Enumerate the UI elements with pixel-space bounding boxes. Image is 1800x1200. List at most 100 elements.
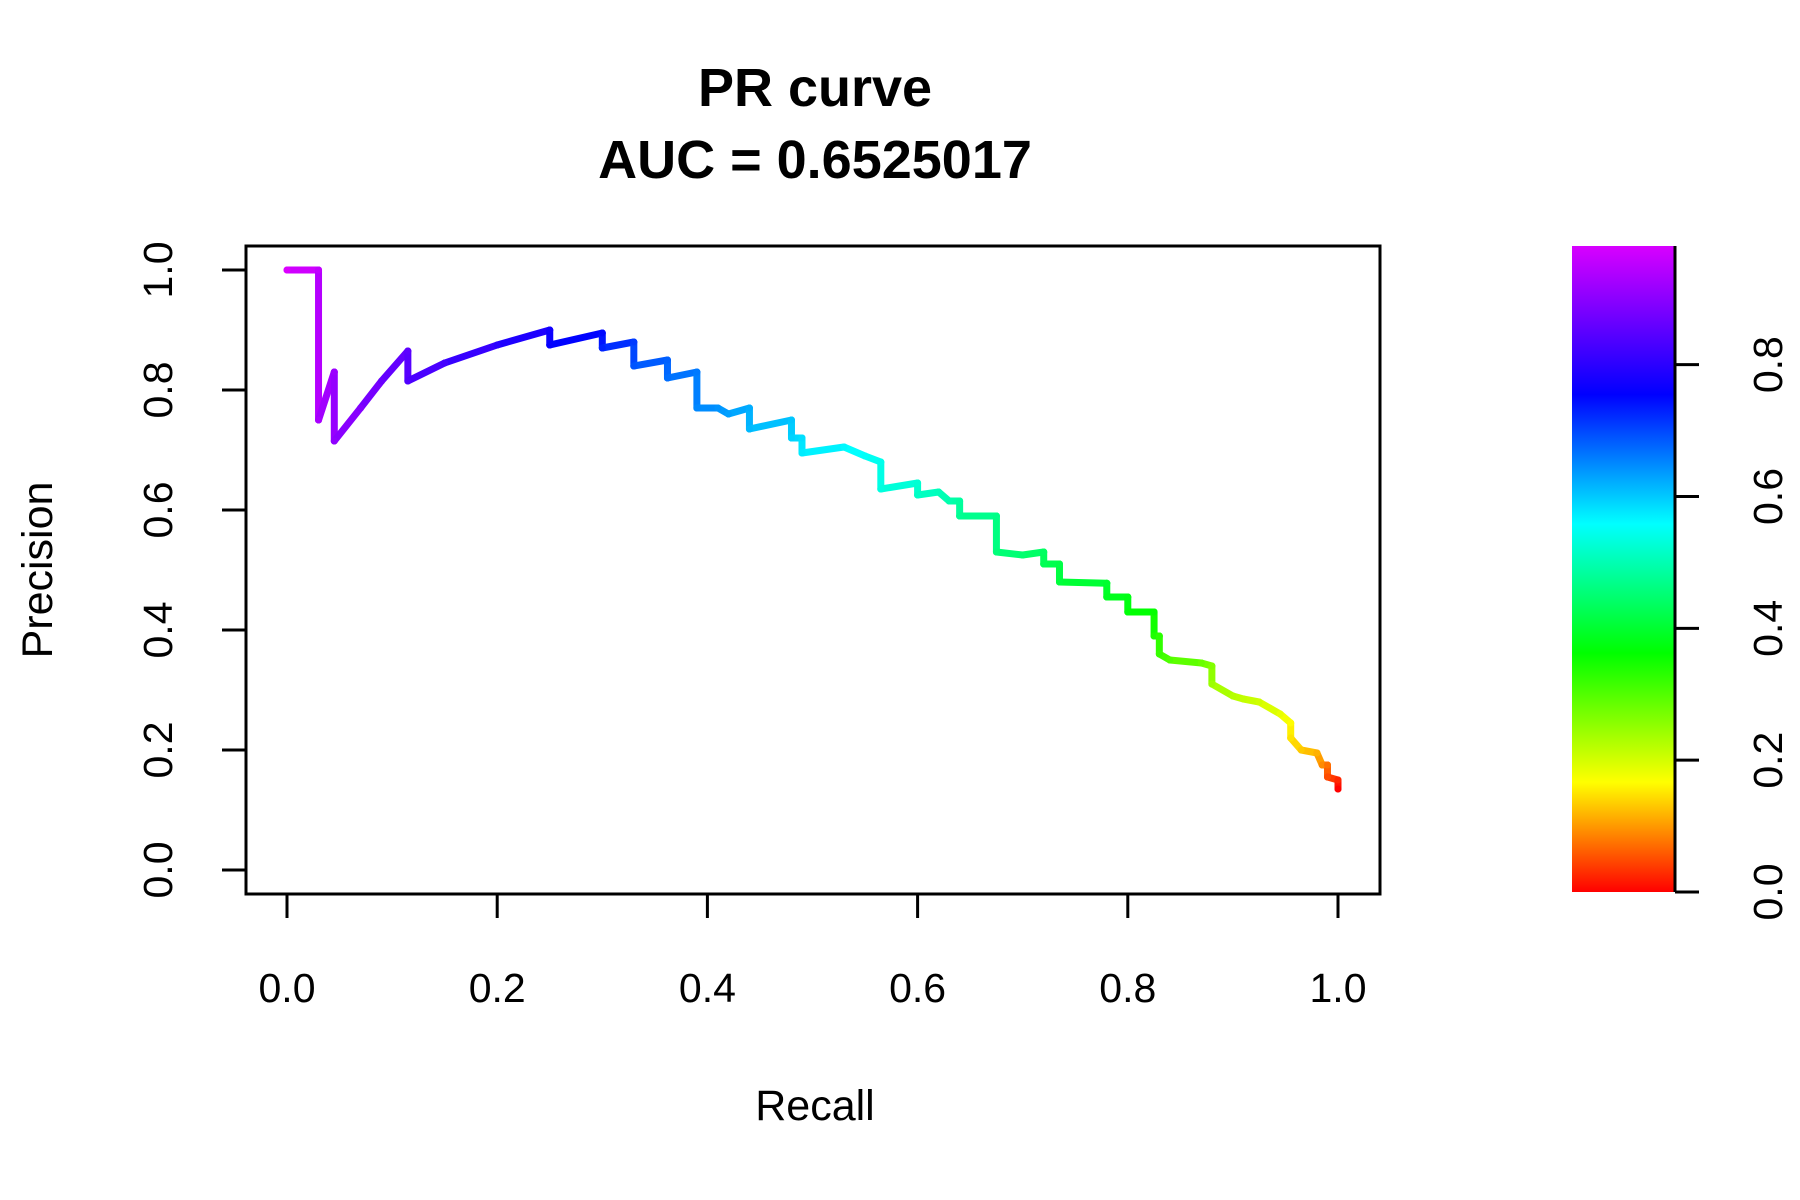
curve-point	[877, 458, 885, 466]
y-tick-label: 0.2	[135, 722, 181, 779]
colorbar-tick-label: 0.0	[1745, 864, 1791, 921]
curve-segment	[1255, 698, 1284, 718]
curve-point	[798, 449, 806, 457]
curve-point	[992, 548, 1000, 556]
curve-point	[546, 341, 554, 349]
curve-point	[956, 512, 964, 520]
curve-point	[1334, 776, 1342, 784]
curve-segment	[745, 416, 795, 433]
chart-subtitle: AUC = 0.6525017	[598, 130, 1032, 190]
curve-point	[1239, 695, 1247, 703]
curve-point	[630, 362, 638, 370]
curve-point	[914, 479, 922, 487]
curve-segment	[663, 368, 701, 382]
x-tick-label: 0.8	[1099, 965, 1156, 1011]
curve-point	[693, 368, 701, 376]
curve-point	[1287, 719, 1295, 727]
curve-point	[598, 344, 606, 352]
x-tick-label: 0.0	[259, 965, 316, 1011]
curve-point	[877, 485, 885, 493]
chart-title: PR curve	[698, 58, 932, 118]
curve-point	[663, 356, 671, 364]
curve-segment	[1208, 680, 1237, 700]
curve-segment	[1019, 548, 1048, 559]
curve-point	[330, 368, 338, 376]
curve-point	[663, 374, 671, 382]
curve-point	[1197, 659, 1205, 667]
curve-point	[914, 491, 922, 499]
curve-point	[598, 329, 606, 337]
y-tick-label: 0.0	[135, 842, 181, 899]
curve-segment	[724, 404, 753, 418]
curve-segment	[330, 404, 365, 445]
curve-segment	[378, 347, 412, 385]
curve-segment	[914, 488, 943, 499]
curve-point	[283, 266, 291, 274]
curve-point	[935, 488, 943, 496]
curve-point	[1313, 749, 1321, 757]
curve-point	[1318, 761, 1326, 769]
pr-curve-series	[283, 266, 1342, 793]
curve-point	[1155, 650, 1163, 658]
colorbar-tick-label: 0.6	[1745, 468, 1791, 525]
curve-point	[1103, 593, 1111, 601]
curve-segment	[546, 329, 606, 349]
colorbar-tick-label: 0.4	[1745, 600, 1791, 657]
curve-segment	[1055, 578, 1111, 587]
curve-segment	[441, 341, 501, 367]
curve-point	[1255, 698, 1263, 706]
curve-point	[404, 377, 412, 385]
curve-point	[945, 497, 953, 505]
y-tick-label: 0.6	[135, 482, 181, 539]
curve-point	[404, 347, 412, 355]
curve-segment	[840, 443, 869, 460]
curve-point	[1323, 761, 1331, 769]
curve-point	[546, 326, 554, 334]
y-tick-label: 0.4	[135, 602, 181, 659]
curve-point	[1055, 560, 1063, 568]
curve-segment	[877, 479, 922, 493]
x-tick-label: 0.6	[889, 965, 946, 1011]
curve-point	[1124, 608, 1132, 616]
colorbar	[1572, 246, 1675, 892]
curve-point	[1208, 662, 1216, 670]
y-tick-label: 0.8	[135, 362, 181, 419]
curve-segment	[404, 359, 449, 385]
curve-point	[1297, 746, 1305, 754]
y-tick-label: 1.0	[135, 242, 181, 299]
curve-segment	[630, 356, 671, 370]
curve-segment	[798, 443, 848, 457]
curve-point	[1229, 692, 1237, 700]
y-axis: 0.0 0.2 0.4 0.6 0.8 1.0	[135, 242, 248, 899]
y-axis-label: Precision	[14, 482, 62, 659]
curve-point	[745, 425, 753, 433]
curve-point	[956, 497, 964, 505]
curve-point	[1323, 773, 1331, 781]
curve-point	[1019, 551, 1027, 559]
curve-point	[861, 452, 869, 460]
curve-point	[1150, 632, 1158, 640]
plot-frame	[244, 244, 1382, 896]
curve-point	[1103, 579, 1111, 587]
x-tick-label: 0.4	[679, 965, 736, 1011]
curve-point	[1276, 710, 1284, 718]
curve-point	[493, 341, 501, 349]
x-tick-label: 0.2	[469, 965, 526, 1011]
x-axis-label: Recall	[755, 1082, 875, 1130]
curve-point	[992, 512, 1000, 520]
curve-point	[1150, 608, 1158, 616]
curve-point	[798, 434, 806, 442]
curve-point	[378, 377, 386, 385]
x-axis: 0.0 0.2 0.4 0.6 0.8 1.0	[259, 892, 1367, 1011]
colorbar-tick-label: 0.8	[1745, 336, 1791, 393]
curve-point	[441, 359, 449, 367]
curve-segment	[1166, 656, 1205, 667]
curve-point	[315, 416, 323, 424]
curve-point	[714, 404, 722, 412]
curve-point	[1040, 548, 1048, 556]
curve-point	[1155, 632, 1163, 640]
colorbar-ticks: 0.0 0.2 0.4 0.6 0.8	[1675, 336, 1791, 921]
curve-segment	[992, 548, 1027, 559]
colorbar-tick-label: 0.2	[1745, 732, 1791, 789]
curve-segment	[357, 377, 386, 412]
